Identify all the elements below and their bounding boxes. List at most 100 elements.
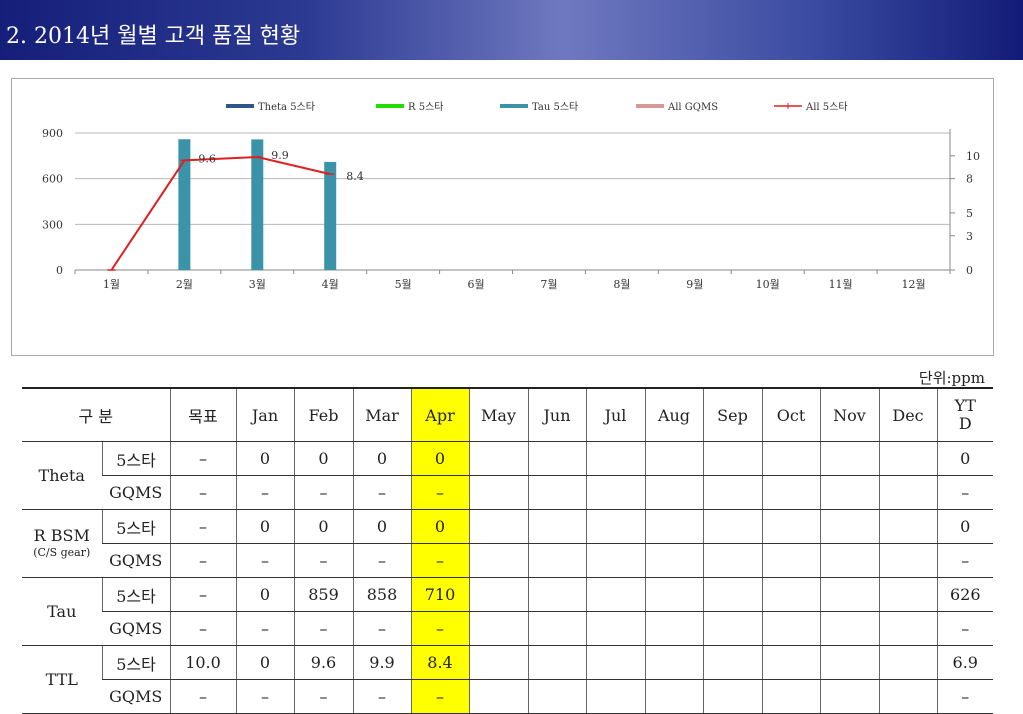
value-cell (702, 475, 762, 510)
value-cell (878, 611, 937, 646)
header-month-sep: Sep (702, 387, 762, 442)
y-right-tick-label: 5 (966, 207, 973, 220)
table-row: GQMS – – – – – – (22, 611, 993, 646)
quality-table: 구 분 목표 Jan Feb Mar Apr May Jun Jul Aug Sep Oct Nov De… (22, 387, 993, 714)
value-cell: 0 (293, 441, 353, 476)
value-cell: – (410, 679, 469, 714)
x-tick-label: 7월 (540, 278, 557, 291)
value-cell (468, 611, 528, 646)
bar-tau-5스타 (178, 139, 191, 270)
target-cell: – (169, 543, 236, 578)
row-label: GQMS (102, 475, 170, 510)
value-cell (468, 543, 528, 578)
x-tick-label: 2월 (176, 278, 193, 291)
value-cell (819, 645, 879, 680)
quality-chart: 900 600 300 0 10 8 5 3 0 1월 2월 3월 4월 5월 6월 7월 8월 9월 10월 11월… (42, 101, 980, 291)
value-cell: 9.9 (352, 645, 411, 680)
value-cell: – (410, 543, 469, 578)
value-cell: – (293, 543, 353, 578)
row-label: 5스타 (101, 441, 170, 476)
header-month-dec: Dec (878, 387, 937, 442)
table-row: Tau 5스타 –0 859 858 710 626 (22, 577, 993, 646)
row-label: GQMS (102, 611, 170, 646)
value-cell (702, 679, 762, 714)
table-row: GQMS – – – – – – (22, 543, 993, 578)
value-cell (819, 577, 879, 612)
target-cell: – (169, 509, 236, 544)
row-label: GQMS (102, 679, 170, 714)
header-month-oct: Oct (761, 387, 820, 442)
value-cell: – (293, 679, 353, 714)
table-row: GQMS – – – – – – (22, 679, 993, 714)
table-row: TTL 5스타 10.0 0 9.6 9.9 8.4 6.9 (22, 645, 993, 714)
value-cell (468, 509, 528, 544)
value-cell (644, 577, 703, 612)
x-tick-label: 9월 (686, 278, 703, 291)
value-cell (819, 475, 879, 510)
line-all-5star (110, 155, 331, 271)
x-tick-label: 6월 (467, 278, 484, 291)
header-category: 구 분 (22, 387, 170, 442)
value-cell (527, 611, 586, 646)
group-name: Tau (47, 602, 77, 621)
legend-label: All GQMS (667, 102, 718, 113)
target-cell: – (169, 611, 236, 646)
ytd-cell: – (936, 475, 993, 510)
value-cell (585, 509, 645, 544)
value-cell (527, 509, 586, 544)
value-cell (819, 611, 879, 646)
table-row: R BSM (C/S gear) 5스타 –0 0 0 0 0 (22, 509, 993, 578)
value-cell: 8.4 (410, 645, 469, 680)
value-cell (527, 679, 586, 714)
y-left-tick-label: 300 (42, 218, 63, 231)
chart-panel: 900 600 300 0 10 8 5 3 0 1월 2월 3월 4월 5월 6월 7월 8월 9월 10월 11월… (11, 78, 994, 356)
x-tick-label: 11월 (829, 278, 853, 291)
y-left-tick-label: 900 (42, 127, 63, 140)
header-month-jun: Jun (527, 387, 586, 442)
value-cell (644, 441, 703, 476)
value-cell (761, 475, 820, 510)
value-cell (761, 679, 820, 714)
ytd-cell: 0 (936, 441, 993, 476)
header-target: 목표 (169, 387, 236, 442)
table-header-row: 구 분 목표 Jan Feb Mar Apr May Jun Jul Aug Sep Oct Nov De… (22, 387, 993, 442)
value-cell: 0 (410, 509, 469, 544)
ytd-cell: 626 (936, 577, 993, 612)
header-month-may: May (468, 387, 528, 442)
value-cell: 0 (410, 441, 469, 476)
value-cell (702, 611, 762, 646)
value-cell (819, 543, 879, 578)
value-cell (761, 543, 820, 578)
page-title: 2. 2014년 월별 고객 품질 현황 (6, 24, 301, 49)
group-name-cell: Tau (22, 577, 102, 646)
value-cell: 0 (293, 509, 353, 544)
value-cell: – (410, 611, 469, 646)
value-cell (585, 611, 645, 646)
x-tick-label: 8월 (613, 278, 630, 291)
x-tick-label: 4월 (322, 278, 339, 291)
legend-label: R 5스타 (408, 101, 443, 113)
value-cell (585, 475, 645, 510)
header-month-mar: Mar (352, 387, 411, 442)
value-cell (761, 577, 820, 612)
row-label: 5스타 (101, 509, 170, 544)
header-month-apr: Apr (410, 387, 469, 442)
value-cell: – (352, 475, 411, 510)
value-cell: 0 (235, 441, 294, 476)
value-cell (761, 441, 820, 476)
group-name-cell: R BSM (C/S gear) (22, 509, 102, 578)
value-cell: – (352, 679, 411, 714)
x-tick-label: 1월 (103, 278, 120, 291)
y-right-tick-label: 0 (966, 264, 973, 277)
header-month-jan: Jan (235, 387, 294, 442)
y-right-tick-label: 10 (966, 150, 980, 163)
value-cell: – (410, 475, 469, 510)
header-month-jul: Jul (585, 387, 645, 442)
table-row: Theta 5스타 –0 0 0 0 0 (22, 441, 993, 510)
value-cell: 710 (410, 577, 469, 612)
value-cell (878, 509, 937, 544)
legend-label: All 5스타 (805, 101, 848, 113)
row-label: 5스타 (101, 645, 170, 680)
bar-tau-5스타 (324, 161, 337, 270)
value-cell: 0 (352, 441, 411, 476)
